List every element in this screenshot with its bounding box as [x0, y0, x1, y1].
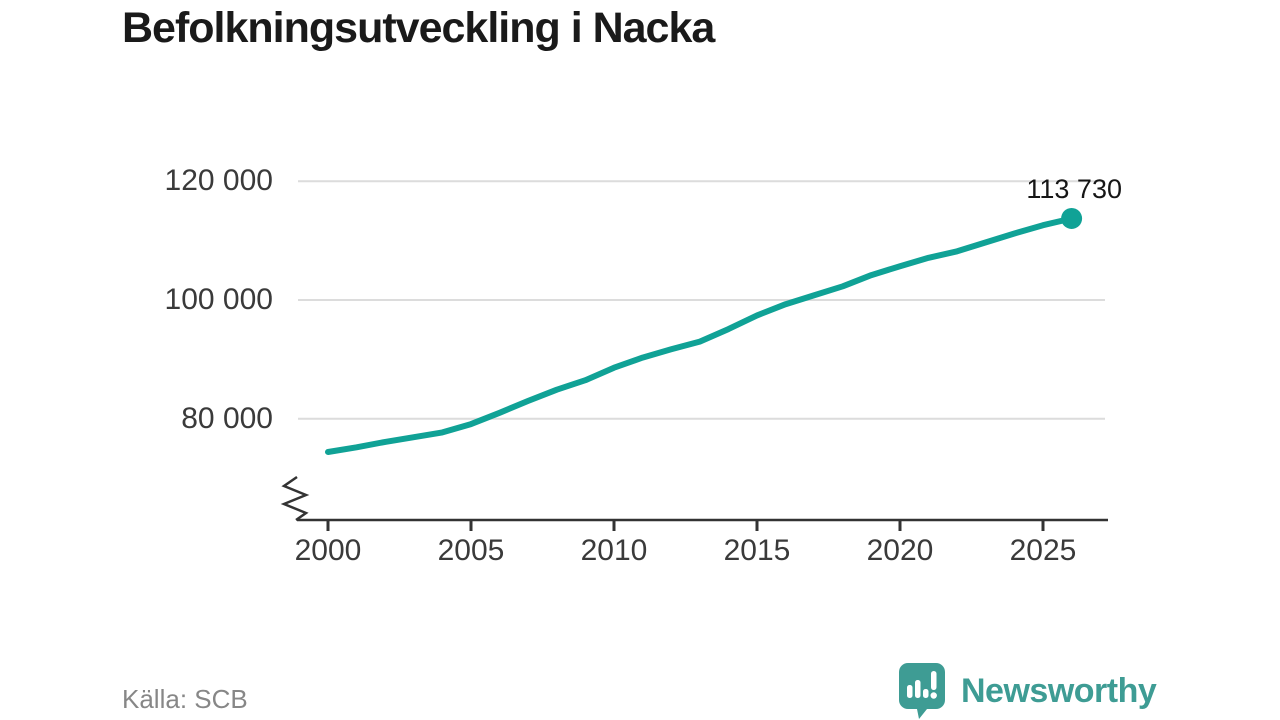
chart-title: Befolkningsutveckling i Nacka	[122, 4, 715, 52]
exclamation-dot	[930, 692, 937, 699]
exclamation-bar	[931, 671, 937, 690]
bar-3	[923, 689, 929, 698]
population-line	[325, 215, 1075, 455]
x-tick-label: 2025	[1009, 534, 1077, 567]
x-tick-label: 2000	[294, 534, 362, 567]
source-attribution: Källa: SCB	[122, 684, 248, 714]
x-tick-label: 2005	[437, 534, 505, 567]
bar-1	[907, 685, 913, 698]
newsworthy-logo: Newsworthy	[896, 662, 1157, 720]
bar-2	[915, 680, 921, 698]
last-value-annotation: 113 730	[1026, 174, 1122, 204]
y-tick-label: 100 000	[164, 283, 273, 316]
x-tick-label: 2020	[866, 534, 934, 567]
newsworthy-wordmark: Newsworthy	[961, 672, 1157, 710]
axis-break-icon	[280, 475, 310, 522]
newsworthy-speech-bubble-icon	[899, 663, 945, 719]
x-tick-label: 2010	[580, 534, 648, 567]
x-tick-label: 2015	[723, 534, 791, 567]
line-end-dot	[1061, 207, 1083, 229]
y-tick-label: 120 000	[164, 164, 273, 198]
y-tick-label: 80 000	[181, 401, 273, 435]
